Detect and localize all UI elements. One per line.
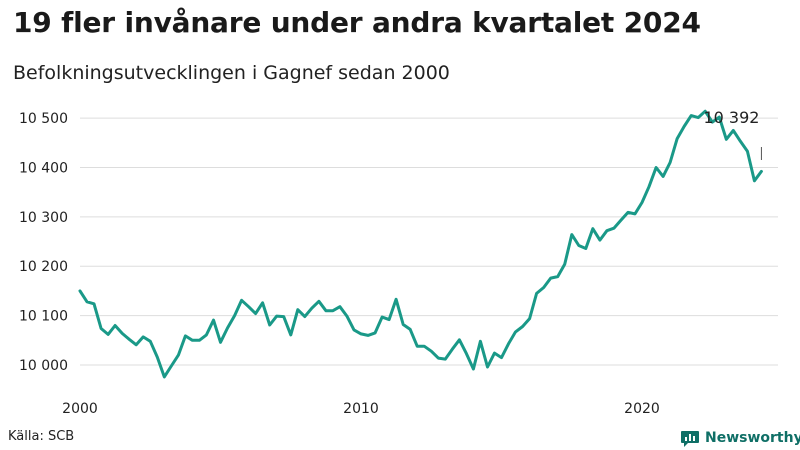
brand-logo[interactable]: Newsworthy xyxy=(680,428,800,448)
series-line xyxy=(78,109,763,379)
x-tick-label: 2000 xyxy=(62,401,98,417)
y-tick-label: 10 400 xyxy=(19,160,68,176)
brand-name: Newsworthy xyxy=(705,430,800,446)
source-label: Källa: SCB xyxy=(8,429,75,444)
chart-title: 19 fler invånare under andra kvartalet 2… xyxy=(13,6,701,39)
bar-chart-icon xyxy=(681,431,699,447)
x-tick-label: 2020 xyxy=(624,401,660,417)
y-tick-label: 10 500 xyxy=(19,111,68,127)
x-tick-label: 2010 xyxy=(343,401,379,417)
y-tick-label: 10 300 xyxy=(19,210,68,226)
annotation-label: 10 392 xyxy=(703,108,759,127)
y-tick-label: 10 200 xyxy=(19,259,68,275)
y-tick-label: 10 100 xyxy=(19,309,68,325)
chart-subtitle: Befolkningsutvecklingen i Gagnef sedan 2… xyxy=(13,62,450,84)
y-tick-label: 10 000 xyxy=(19,358,68,374)
